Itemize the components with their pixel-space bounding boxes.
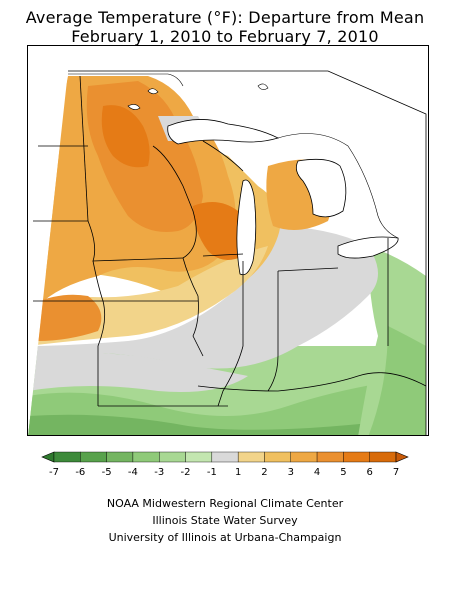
legend-tick-label: 7 (393, 467, 399, 478)
map-title: Average Temperature (°F): Departure from… (0, 8, 450, 46)
warm-zone-kansas (28, 294, 102, 341)
lake-superior (167, 119, 280, 145)
legend-swatches (41, 451, 409, 463)
legend-tick-label: 4 (314, 467, 320, 478)
credit-line-2: Illinois State Water Survey (152, 514, 298, 527)
legend-tick-label: -2 (181, 467, 191, 478)
legend-tick-label: -5 (102, 467, 112, 478)
lake-erie (337, 236, 399, 259)
warm-zone-wisconsin (193, 202, 247, 260)
border-wi-il (202, 253, 244, 257)
border-in-oh (267, 271, 279, 392)
legend-swatch (80, 451, 107, 463)
credit-line-3: University of Illinois at Urbana-Champai… (108, 531, 342, 544)
border-ia-il (182, 257, 204, 357)
legend-tick-label: -7 (49, 467, 59, 478)
border-canada-west (68, 73, 184, 87)
title-line-2: February 1, 2010 to February 7, 2010 (71, 27, 379, 46)
legend-svg: -7 -6 -5 -4 -3 -2 -1 1 2 3 4 5 6 7 (41, 451, 409, 478)
border-mn-wi (152, 145, 197, 259)
legend-tick-label: 6 (367, 467, 373, 478)
legend-labels: -7 -6 -5 -4 -3 -2 -1 1 2 3 4 5 6 7 (49, 467, 399, 478)
temperature-departure-map (27, 45, 429, 436)
neutral-zone (28, 226, 378, 369)
legend-swatch (369, 451, 397, 463)
legend-arrow-above (395, 451, 409, 463)
border-wi-mi-up (202, 140, 244, 172)
neutral-zone-west (28, 346, 248, 392)
legend-swatch (185, 451, 213, 463)
state-boundaries (33, 75, 427, 407)
legend-tick-label: 3 (288, 467, 294, 478)
legend-swatch (53, 451, 81, 463)
legend-swatch (159, 451, 186, 463)
legend-swatch (106, 451, 134, 463)
small-lake-ontario (257, 83, 269, 90)
map-canvas (28, 70, 427, 435)
legend-swatch (264, 451, 291, 463)
green-zone-darkest (28, 414, 426, 435)
legend-arrow-below (41, 451, 55, 463)
legend-swatch (132, 451, 160, 463)
legend-tick-label: 2 (261, 467, 267, 478)
legend-colorbar: -7 -6 -5 -4 -3 -2 -1 1 2 3 4 5 6 7 (40, 448, 410, 484)
credits: NOAA Midwestern Regional Climate Center … (0, 495, 450, 546)
legend-tick-label: 5 (340, 467, 346, 478)
legend-tick-label: 1 (235, 467, 241, 478)
legend-tick-label: -1 (207, 467, 217, 478)
border-canada-east (277, 133, 399, 239)
border-ky (197, 372, 427, 392)
border-ks-mo (33, 300, 106, 406)
legend-tick-label: -3 (154, 467, 164, 478)
region-boundary (68, 70, 427, 435)
legend-tick-label: -4 (128, 467, 138, 478)
legend-tick-label: -6 (75, 467, 85, 478)
border-nd-mn (79, 75, 89, 222)
legend-swatch (211, 451, 239, 463)
lake-of-the-woods (127, 104, 141, 110)
border-ia-mn (87, 220, 184, 262)
title-line-1: Average Temperature (°F): Departure from… (25, 8, 425, 27)
warm-zone-peak (101, 105, 150, 168)
border-il-in (217, 261, 244, 407)
legend-swatch (290, 451, 318, 463)
legend-swatch (343, 451, 370, 463)
legend-swatch (237, 451, 265, 463)
lake-huron (295, 158, 347, 218)
credit-line-1: NOAA Midwestern Regional Climate Center (106, 497, 344, 510)
green-zone-east-dark (368, 326, 426, 435)
lake-michigan (236, 179, 257, 276)
legend-swatch (316, 451, 344, 463)
small-lake-mn (147, 88, 159, 95)
border-mi-in-oh (277, 267, 339, 272)
